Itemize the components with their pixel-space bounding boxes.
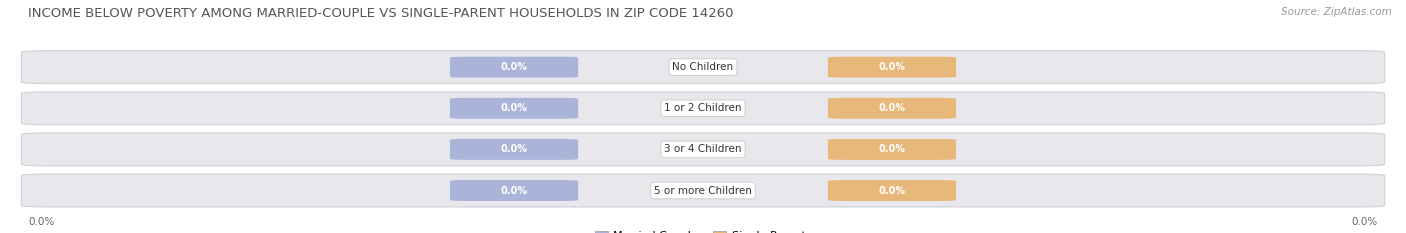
Text: 0.0%: 0.0% <box>879 144 905 154</box>
Text: 0.0%: 0.0% <box>501 103 527 113</box>
FancyBboxPatch shape <box>450 180 578 201</box>
Text: 0.0%: 0.0% <box>879 62 905 72</box>
Legend: Married Couples, Single Parents: Married Couples, Single Parents <box>591 226 815 233</box>
Text: 0.0%: 0.0% <box>501 185 527 195</box>
FancyBboxPatch shape <box>450 98 578 119</box>
FancyBboxPatch shape <box>828 139 956 160</box>
FancyBboxPatch shape <box>828 57 956 78</box>
Text: INCOME BELOW POVERTY AMONG MARRIED-COUPLE VS SINGLE-PARENT HOUSEHOLDS IN ZIP COD: INCOME BELOW POVERTY AMONG MARRIED-COUPL… <box>28 7 734 20</box>
FancyBboxPatch shape <box>450 139 578 160</box>
FancyBboxPatch shape <box>21 92 1385 125</box>
Text: 1 or 2 Children: 1 or 2 Children <box>664 103 742 113</box>
Text: 0.0%: 0.0% <box>28 217 55 227</box>
Text: 5 or more Children: 5 or more Children <box>654 185 752 195</box>
Text: No Children: No Children <box>672 62 734 72</box>
Text: 0.0%: 0.0% <box>1351 217 1378 227</box>
FancyBboxPatch shape <box>21 133 1385 166</box>
FancyBboxPatch shape <box>828 180 956 201</box>
Text: 0.0%: 0.0% <box>879 103 905 113</box>
Text: 3 or 4 Children: 3 or 4 Children <box>664 144 742 154</box>
Text: Source: ZipAtlas.com: Source: ZipAtlas.com <box>1281 7 1392 17</box>
FancyBboxPatch shape <box>21 51 1385 84</box>
FancyBboxPatch shape <box>21 174 1385 207</box>
FancyBboxPatch shape <box>450 57 578 78</box>
Text: 0.0%: 0.0% <box>501 62 527 72</box>
FancyBboxPatch shape <box>828 98 956 119</box>
Text: 0.0%: 0.0% <box>501 144 527 154</box>
Text: 0.0%: 0.0% <box>879 185 905 195</box>
